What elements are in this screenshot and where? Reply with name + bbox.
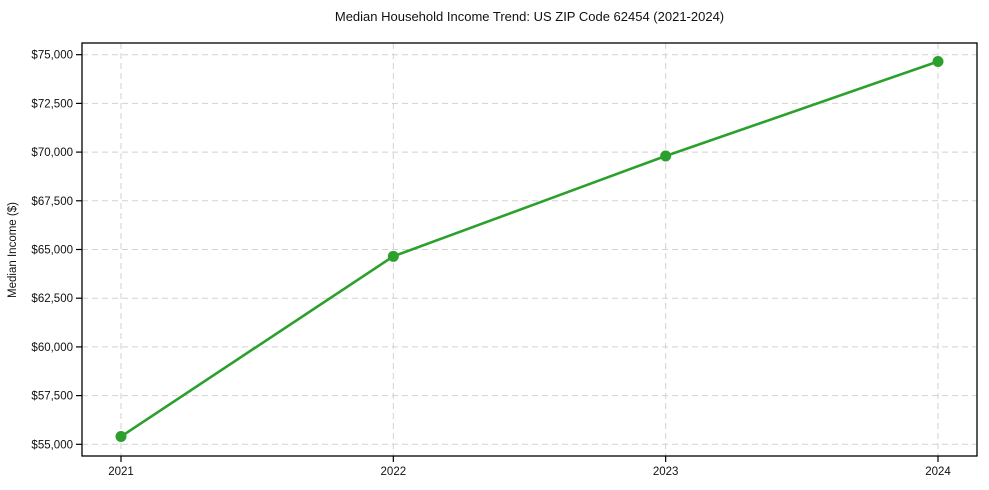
y-tick-label: $60,000 [31,342,73,354]
chart-title: Median Household Income Trend: US ZIP Co… [334,9,725,24]
y-tick-label: $70,000 [31,147,73,159]
x-tick-label: 2021 [108,466,134,478]
y-tick-label: $55,000 [31,439,73,451]
data-point [387,250,399,262]
x-tick-label: 2024 [925,466,951,478]
y-tick-label: $62,500 [31,293,73,305]
y-tick-label: $67,500 [31,196,73,208]
trend-line [119,60,940,438]
data-point [932,56,944,68]
x-tick-label: 2023 [653,466,679,478]
data-point [115,431,127,443]
plot-frame [81,42,978,457]
data-point [660,150,672,162]
y-tick-label: $72,500 [31,98,73,110]
y-tick-label: $65,000 [31,245,73,257]
y-tick-label: $57,500 [31,391,73,403]
x-tick-label: 2022 [381,466,407,478]
y-tick-label: $75,000 [31,50,73,62]
